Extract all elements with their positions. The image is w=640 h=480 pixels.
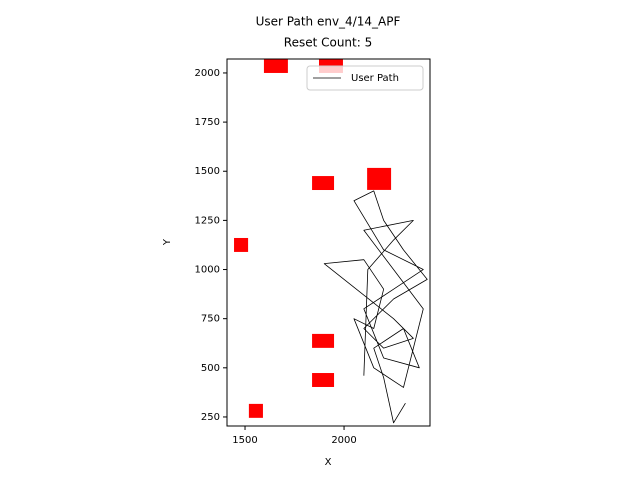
obstacle xyxy=(367,167,392,190)
y-tick-label: 250 xyxy=(201,412,220,423)
obstacle xyxy=(263,59,288,73)
plot-area xyxy=(234,59,428,424)
y-tick-label: 1000 xyxy=(195,265,220,276)
y-tick-label: 1250 xyxy=(195,215,220,226)
chart-title: User Path env_4/14_APF xyxy=(256,15,401,29)
y-tick-label: 500 xyxy=(201,363,220,374)
axes-frame xyxy=(226,58,431,427)
chart-subtitle: Reset Count: 5 xyxy=(284,36,372,50)
obstacle xyxy=(234,237,249,252)
obstacle xyxy=(248,403,263,418)
legend-box xyxy=(306,65,424,91)
y-tick-label: 750 xyxy=(201,314,220,325)
obstacle xyxy=(312,373,335,387)
x-axis-label: X xyxy=(325,457,332,468)
y-tick-label: 1500 xyxy=(195,166,220,177)
y-tick-label: 1750 xyxy=(195,117,220,128)
obstacle xyxy=(312,176,335,191)
x-tick-label: 1500 xyxy=(232,435,257,446)
legend-label: User Path xyxy=(351,73,399,84)
obstacle xyxy=(312,333,335,348)
user-path xyxy=(323,190,428,424)
y-axis-label: Y xyxy=(162,238,173,246)
y-tick-label: 2000 xyxy=(195,68,220,79)
x-tick-label: 2000 xyxy=(331,435,356,446)
